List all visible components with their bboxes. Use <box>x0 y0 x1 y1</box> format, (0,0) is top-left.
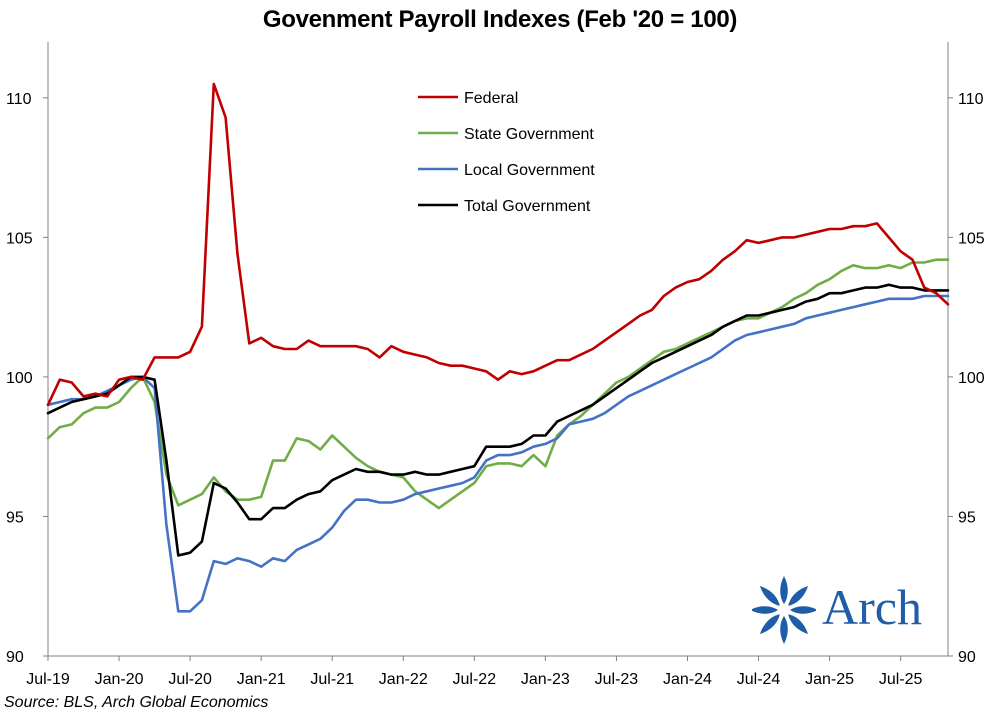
source-note: Source: BLS, Arch Global Economics <box>4 694 269 711</box>
x-tick-label: Jan-23 <box>521 671 570 688</box>
series-line-local-government <box>46 294 950 613</box>
x-tick-label: Jul-19 <box>26 671 70 688</box>
y-tick-label-left: 95 <box>6 509 24 526</box>
y-tick-label-right: 90 <box>958 649 976 666</box>
legend-label: Federal <box>464 90 518 107</box>
x-tick-label: Jan-24 <box>663 671 712 688</box>
x-tick-label: Jan-20 <box>95 671 144 688</box>
x-tick-label: Jul-24 <box>737 671 781 688</box>
chart-title: Govenment Payroll Indexes (Feb '20 = 100… <box>262 6 738 33</box>
legend-label: Total Government <box>464 198 591 215</box>
y-tick-label-right: 95 <box>958 509 976 526</box>
x-tick-label: Jul-25 <box>879 671 923 688</box>
logo-text: Arch <box>822 579 922 635</box>
y-tick-label-left: 110 <box>6 91 32 108</box>
x-tick-label: Jan-21 <box>237 671 286 688</box>
arch-logo: Arch <box>752 574 952 646</box>
x-tick-label: Jul-23 <box>595 671 639 688</box>
x-tick-label: Jul-20 <box>168 671 212 688</box>
series-lines <box>46 82 950 613</box>
y-tick-label-right: 105 <box>958 230 985 247</box>
y-tick-label-left: 100 <box>6 370 33 387</box>
legend-label: Local Government <box>464 162 595 179</box>
axes <box>43 42 953 661</box>
y-tick-label-right: 100 <box>958 370 985 387</box>
tick-labels: 90 90 95 95 100 100 105 105 110 110 Jul-19 Jan-20 Ju… <box>6 91 985 688</box>
series-line-state-government <box>46 258 950 510</box>
series-line-total-government <box>46 283 950 557</box>
legend-label: State Government <box>464 126 594 143</box>
y-tick-label-left: 105 <box>6 230 33 247</box>
series-line-federal <box>46 82 950 407</box>
arch-star-icon <box>752 576 816 644</box>
x-tick-label: Jan-25 <box>805 671 854 688</box>
y-tick-label-left: 90 <box>6 649 24 666</box>
y-tick-label-right: 110 <box>958 91 984 108</box>
x-tick-label: Jan-22 <box>379 671 428 688</box>
x-tick-label: Jul-22 <box>453 671 497 688</box>
x-tick-label: Jul-21 <box>310 671 354 688</box>
legend: Federal State Government Local Government T… <box>418 90 595 215</box>
